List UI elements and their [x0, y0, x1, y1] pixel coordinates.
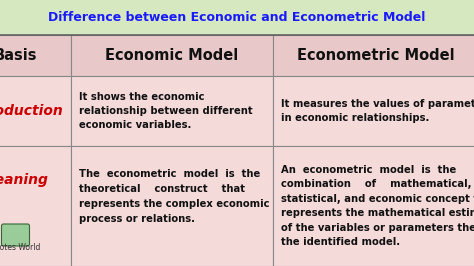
- Text: An  econometric  model  is  the
combination    of    mathematical,
statistical, : An econometric model is the combination …: [281, 165, 474, 247]
- Bar: [0, 76, 71, 146]
- Text: It shows the economic
relationship between different
economic variables.: It shows the economic relationship betwe…: [79, 92, 253, 130]
- Text: Meaning: Meaning: [0, 173, 49, 187]
- Text: Enotes World: Enotes World: [0, 243, 41, 252]
- Bar: [0, 0, 474, 35]
- Bar: [71, 76, 273, 146]
- Bar: [273, 76, 474, 146]
- FancyBboxPatch shape: [1, 224, 29, 246]
- Bar: [273, 146, 474, 266]
- Text: Introduction: Introduction: [0, 104, 64, 118]
- Text: Econometric Model: Econometric Model: [297, 48, 455, 63]
- Text: Basis: Basis: [0, 48, 37, 63]
- Bar: [71, 146, 273, 266]
- Bar: [273, 35, 474, 76]
- Text: It measures the values of parameters
in economic relationships.: It measures the values of parameters in …: [281, 99, 474, 123]
- Bar: [71, 35, 273, 76]
- Bar: [0, 35, 71, 76]
- Text: The  econometric  model  is  the
theoretical    construct    that
represents the: The econometric model is the theoretical…: [79, 169, 270, 224]
- Text: Economic Model: Economic Model: [105, 48, 238, 63]
- Text: Difference between Economic and Econometric Model: Difference between Economic and Economet…: [48, 11, 426, 24]
- Bar: [0, 146, 71, 266]
